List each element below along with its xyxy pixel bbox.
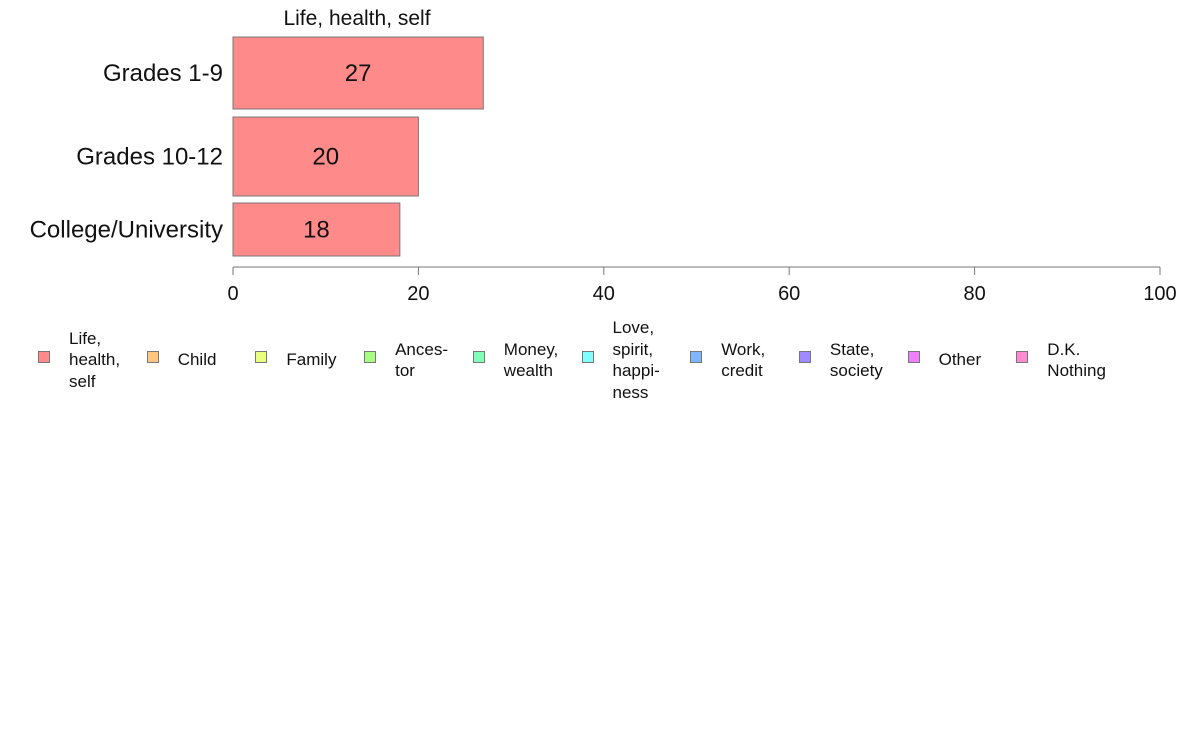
bar [232, 116, 419, 197]
legend-label: Money, wealth [503, 339, 559, 381]
legend-swatch [1016, 351, 1029, 363]
legend-label: D.K. Nothing [1047, 339, 1106, 381]
legend-label: State, society [829, 339, 883, 381]
category-label: Grades 10-12 [76, 144, 223, 171]
legend-swatch [472, 351, 485, 363]
bar [232, 202, 401, 257]
legend-swatch [255, 351, 268, 363]
bar [232, 36, 484, 110]
legend-swatch [690, 351, 703, 363]
chart-title: Life, health, self [283, 7, 430, 30]
legend-swatch [798, 351, 811, 363]
legend-label: Ances- tor [395, 339, 449, 381]
legend-label: Other [938, 350, 982, 370]
category-label: Grades 1-9 [103, 60, 223, 87]
legend: Life, health, self Child Family Ances- tor M… [38, 318, 1178, 408]
bar-value-label: 27 [345, 60, 372, 87]
legend-label: Life, health, self [69, 328, 121, 391]
category-label: College/University [30, 217, 223, 244]
bar-value-label: 20 [312, 144, 339, 171]
legend-label: Child [177, 350, 217, 370]
legend-swatch [146, 351, 159, 363]
legend-label: Love, spirit, happi- ness [612, 318, 660, 402]
x-tick-label: 100 [1143, 283, 1176, 305]
x-tick-label: 80 [963, 283, 985, 305]
legend-label: Work, credit [721, 339, 766, 381]
bar-value-label: 18 [303, 217, 330, 244]
x-tick-label: 40 [593, 283, 615, 305]
x-tick-label: 0 [227, 283, 238, 305]
legend-swatch [581, 351, 594, 363]
x-tick-label: 20 [407, 283, 429, 305]
bar-chart: Life, health, self 27 Grades 1-9 20 Grades … [30, 7, 1177, 305]
legend-label: Family [286, 350, 337, 370]
x-tick-label: 60 [778, 283, 800, 305]
legend-swatch [907, 351, 920, 363]
legend-swatch [38, 351, 50, 363]
legend-swatch [364, 351, 377, 363]
